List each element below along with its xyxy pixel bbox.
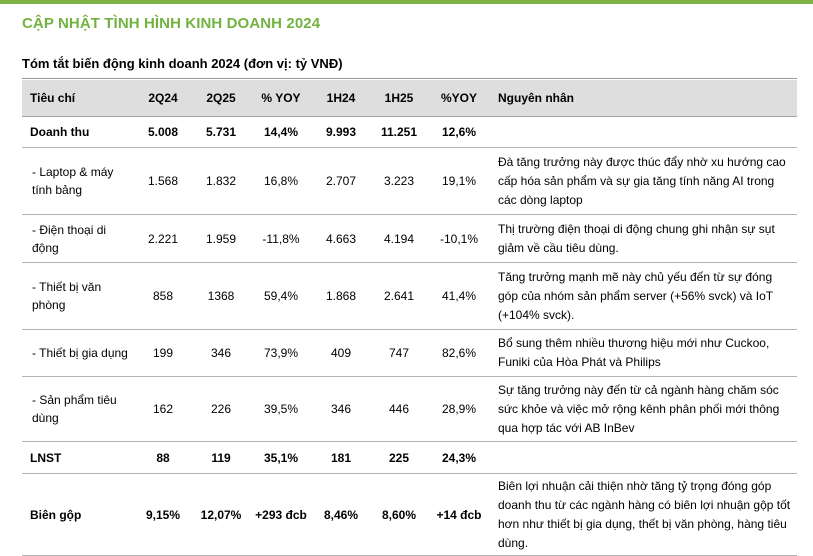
cell-1h25: 2.641: [370, 262, 428, 330]
table-row: - Điện thoại di động 2.221 1.959 -11,8% …: [22, 214, 797, 263]
row-label: Biên gộp: [22, 473, 134, 556]
row-label: LNST: [22, 441, 134, 474]
cell-1h24: 1.868: [312, 262, 370, 330]
cell-reason: Tăng trưởng mạnh mẽ này chủ yếu đến từ s…: [490, 262, 797, 330]
cell-1h24: 9.993: [312, 116, 370, 148]
row-label: - Điện thoại di động: [22, 214, 134, 263]
cell-yoy-quarter: 16,8%: [250, 147, 312, 215]
cell-reason: Đà tăng trưởng này được thúc đẩy nhờ xu …: [490, 147, 797, 215]
cell-reason: Biên lợi nhuận cải thiện nhờ tăng tỷ trọ…: [490, 473, 797, 556]
cell-yoy-half: 24,3%: [428, 441, 490, 474]
cell-yoy-half: 82,6%: [428, 329, 490, 377]
cell-1h24: 2.707: [312, 147, 370, 215]
cell-yoy-quarter: +293 đcb: [250, 473, 312, 556]
cell-2q24: 858: [134, 262, 192, 330]
cell-yoy-half: 28,9%: [428, 376, 490, 442]
cell-yoy-half: 41,4%: [428, 262, 490, 330]
cell-2q24: 162: [134, 376, 192, 442]
cell-yoy-quarter: 73,9%: [250, 329, 312, 377]
cell-2q24: 1.568: [134, 147, 192, 215]
cell-reason: Thị trường điện thoại di động chung ghi …: [490, 214, 797, 263]
cell-reason: Bổ sung thêm nhiều thương hiệu mới như C…: [490, 329, 797, 377]
cell-1h24: 8,46%: [312, 473, 370, 556]
cell-yoy-quarter: 14,4%: [250, 116, 312, 148]
cell-1h25: 8,60%: [370, 473, 428, 556]
cell-2q25: 12,07%: [192, 473, 250, 556]
cell-reason: [490, 116, 797, 148]
table-caption: Tóm tắt biến động kinh doanh 2024 (đơn v…: [22, 56, 343, 71]
cell-2q25: 226: [192, 376, 250, 442]
header-yoy-half: %YOY: [428, 80, 490, 117]
row-label: - Thiết bị gia dụng: [22, 329, 134, 377]
cell-1h25: 4.194: [370, 214, 428, 263]
header-yoy-quarter: % YOY: [250, 80, 312, 117]
header-2q24: 2Q24: [134, 80, 192, 117]
cell-yoy-quarter: -11,8%: [250, 214, 312, 263]
cell-yoy-half: -10,1%: [428, 214, 490, 263]
cell-reason: [490, 441, 797, 474]
row-label: - Laptop & máy tính bảng: [22, 147, 134, 215]
table-row: - Thiết bị gia dụng 199 346 73,9% 409 74…: [22, 329, 797, 377]
page-title: CẬP NHẬT TÌNH HÌNH KINH DOANH 2024: [22, 15, 321, 32]
cell-1h24: 409: [312, 329, 370, 377]
header-2q25: 2Q25: [192, 80, 250, 117]
table-row: - Laptop & máy tính bảng 1.568 1.832 16,…: [22, 147, 797, 215]
table-row: Biên gộp 9,15% 12,07% +293 đcb 8,46% 8,6…: [22, 473, 797, 556]
row-label: - Sản phẩm tiêu dùng: [22, 376, 134, 442]
cell-yoy-quarter: 39,5%: [250, 376, 312, 442]
cell-yoy-quarter: 35,1%: [250, 441, 312, 474]
cell-1h24: 181: [312, 441, 370, 474]
cell-1h25: 446: [370, 376, 428, 442]
cell-1h24: 346: [312, 376, 370, 442]
cell-yoy-quarter: 59,4%: [250, 262, 312, 330]
cell-1h24: 4.663: [312, 214, 370, 263]
cell-2q24: 9,15%: [134, 473, 192, 556]
cell-1h25: 3.223: [370, 147, 428, 215]
cell-2q24: 5.008: [134, 116, 192, 148]
cell-yoy-half: 12,6%: [428, 116, 490, 148]
cell-2q25: 119: [192, 441, 250, 474]
table-header-row: Tiêu chí 2Q24 2Q25 % YOY 1H24 1H25 %YOY …: [22, 80, 797, 117]
cell-1h25: 225: [370, 441, 428, 474]
table-row: Doanh thu 5.008 5.731 14,4% 9.993 11.251…: [22, 116, 797, 148]
table-row: - Sản phẩm tiêu dùng 162 226 39,5% 346 4…: [22, 376, 797, 442]
cell-2q25: 5.731: [192, 116, 250, 148]
cell-2q25: 346: [192, 329, 250, 377]
cell-2q25: 1368: [192, 262, 250, 330]
table-top-rule: [22, 78, 797, 79]
table-row: - Thiết bị văn phòng 858 1368 59,4% 1.86…: [22, 262, 797, 330]
row-label: Doanh thu: [22, 116, 134, 148]
cell-reason: Sự tăng trưởng này đến từ cả ngành hàng …: [490, 376, 797, 442]
cell-2q25: 1.832: [192, 147, 250, 215]
header-1h25: 1H25: [370, 80, 428, 117]
cell-2q24: 88: [134, 441, 192, 474]
top-accent-bar: [0, 0, 813, 4]
header-criteria: Tiêu chí: [22, 80, 134, 117]
cell-2q24: 2.221: [134, 214, 192, 263]
cell-yoy-half: +14 đcb: [428, 473, 490, 556]
table-row: LNST 88 119 35,1% 181 225 24,3%: [22, 441, 797, 474]
business-summary-table: Tiêu chí 2Q24 2Q25 % YOY 1H24 1H25 %YOY …: [22, 80, 797, 556]
cell-1h25: 11.251: [370, 116, 428, 148]
cell-2q24: 199: [134, 329, 192, 377]
row-label: - Thiết bị văn phòng: [22, 262, 134, 330]
header-1h24: 1H24: [312, 80, 370, 117]
cell-1h25: 747: [370, 329, 428, 377]
cell-yoy-half: 19,1%: [428, 147, 490, 215]
cell-2q25: 1.959: [192, 214, 250, 263]
header-reason: Nguyên nhân: [490, 80, 797, 117]
